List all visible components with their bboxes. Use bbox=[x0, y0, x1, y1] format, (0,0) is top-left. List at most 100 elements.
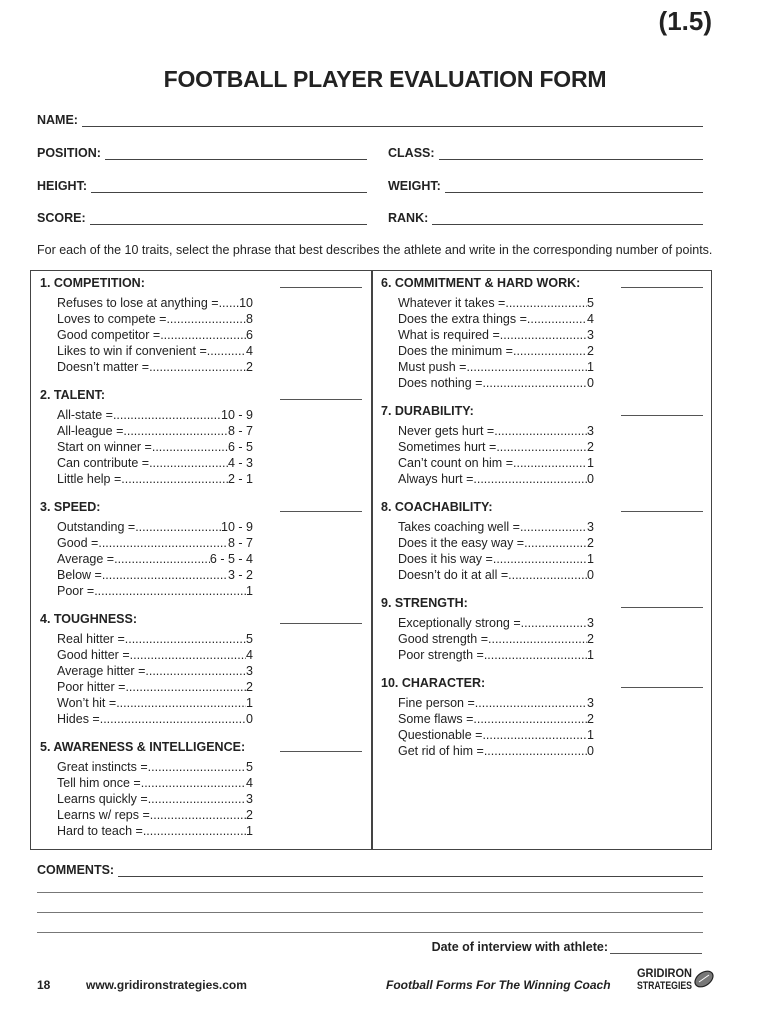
dot-leader bbox=[482, 375, 587, 391]
option-label: Doesn’t matter = bbox=[57, 360, 150, 374]
option-points: 10 - 9 bbox=[221, 520, 253, 534]
score-field[interactable]: SCORE: bbox=[37, 209, 367, 225]
trait-score-line[interactable] bbox=[621, 287, 703, 288]
interview-date-field[interactable]: Date of interview with athlete: bbox=[432, 940, 702, 954]
option-points: 3 bbox=[587, 696, 594, 710]
trait-score-line[interactable] bbox=[621, 687, 703, 688]
option-label: Great instincts = bbox=[57, 760, 148, 774]
trait-heading: 9. STRENGTH: bbox=[373, 595, 713, 611]
height-line[interactable] bbox=[91, 181, 367, 193]
option-points: 4 bbox=[246, 648, 253, 662]
rank-field[interactable]: RANK: bbox=[388, 209, 703, 225]
column-divider bbox=[371, 270, 373, 850]
option-points: 1 bbox=[246, 696, 253, 710]
trait-section: 6. COMMITMENT & HARD WORK: Whatever it ta… bbox=[373, 275, 713, 391]
trait-score-line[interactable] bbox=[621, 607, 703, 608]
position-line[interactable] bbox=[104, 148, 367, 160]
trait-score-line[interactable] bbox=[621, 511, 703, 512]
trait-heading: 7. DURABILITY: bbox=[373, 403, 713, 419]
option-label: Good competitor = bbox=[57, 328, 161, 342]
dot-leader bbox=[114, 551, 210, 567]
option-label: Likes to win if convenient = bbox=[57, 344, 207, 358]
trait-option: Get rid of him = 0 bbox=[398, 743, 594, 759]
option-points: 8 - 7 bbox=[227, 424, 253, 438]
option-points: 0 bbox=[587, 568, 594, 582]
height-field[interactable]: HEIGHT: bbox=[37, 177, 367, 193]
option-label: Learns w/ reps = bbox=[57, 808, 150, 822]
trait-option: Poor = 1 bbox=[57, 583, 253, 599]
dot-leader bbox=[141, 775, 246, 791]
weight-line[interactable] bbox=[444, 181, 703, 193]
option-points: 8 - 7 bbox=[227, 536, 253, 550]
position-field[interactable]: POSITION: bbox=[37, 144, 367, 160]
trait-option: Average = 6 - 5 - 4 bbox=[57, 551, 253, 567]
option-points: 4 bbox=[587, 312, 594, 326]
option-label: Average hitter = bbox=[57, 664, 146, 678]
option-label: Start on winner = bbox=[57, 440, 152, 454]
trait-score-line[interactable] bbox=[280, 751, 362, 752]
trait-heading: 2. TALENT: bbox=[32, 387, 372, 403]
comments-label: COMMENTS: bbox=[37, 863, 115, 877]
option-points: 3 - 2 bbox=[227, 568, 253, 582]
trait-section: 1. COMPETITION: Refuses to lose at anythi… bbox=[32, 275, 372, 375]
option-points: 1 bbox=[587, 456, 594, 470]
trait-heading-text: 7. DURABILITY: bbox=[381, 404, 474, 418]
dot-leader bbox=[484, 647, 587, 663]
dot-leader bbox=[100, 711, 246, 727]
option-points: 1 bbox=[246, 824, 253, 838]
dot-leader bbox=[143, 823, 246, 839]
trait-heading-text: 5. AWARENESS & INTELLIGENCE: bbox=[40, 740, 246, 754]
trait-heading-text: 6. COMMITMENT & HARD WORK: bbox=[381, 276, 581, 290]
trait-option: Learns w/ reps = 2 bbox=[57, 807, 253, 823]
option-label: Must push = bbox=[398, 360, 467, 374]
dot-leader bbox=[527, 311, 587, 327]
class-line[interactable] bbox=[438, 148, 703, 160]
score-line[interactable] bbox=[89, 213, 367, 225]
dot-leader bbox=[98, 535, 228, 551]
trait-option: Sometimes hurt = 2 bbox=[398, 439, 594, 455]
right-traits-column: 6. COMMITMENT & HARD WORK: Whatever it ta… bbox=[373, 275, 713, 759]
interview-date-line[interactable] bbox=[610, 942, 702, 954]
option-label: Get rid of him = bbox=[398, 744, 484, 758]
class-field[interactable]: CLASS: bbox=[388, 144, 703, 160]
trait-heading: 8. COACHABILITY: bbox=[373, 499, 713, 515]
dot-leader bbox=[125, 631, 246, 647]
trait-option: Does the extra things = 4 bbox=[398, 311, 594, 327]
comments-field[interactable]: COMMENTS: bbox=[37, 861, 703, 877]
dot-leader bbox=[94, 583, 246, 599]
option-points: 3 bbox=[587, 520, 594, 534]
trait-score-line[interactable] bbox=[280, 287, 362, 288]
comments-line[interactable] bbox=[37, 892, 703, 893]
option-points: 3 bbox=[246, 664, 253, 678]
gridiron-strategies-logo: GRIDIRON STRATEGIES bbox=[637, 966, 714, 992]
comments-line[interactable] bbox=[37, 932, 703, 933]
rank-line[interactable] bbox=[432, 213, 703, 225]
comments-line[interactable] bbox=[118, 865, 703, 877]
trait-score-line[interactable] bbox=[621, 415, 703, 416]
trait-score-line[interactable] bbox=[280, 399, 362, 400]
option-label: Sometimes hurt = bbox=[398, 440, 497, 454]
comments-line[interactable] bbox=[37, 912, 703, 913]
trait-score-line[interactable] bbox=[280, 623, 362, 624]
option-label: Always hurt = bbox=[398, 472, 474, 486]
name-field[interactable]: NAME: bbox=[37, 111, 703, 127]
option-label: Doesn’t do it at all = bbox=[398, 568, 509, 582]
trait-option: Can’t count on him = 1 bbox=[398, 455, 594, 471]
trait-option: Likes to win if convenient = 4 bbox=[57, 343, 253, 359]
page-label: (1.5) bbox=[658, 6, 712, 36]
option-label: Poor strength = bbox=[398, 648, 484, 662]
option-points: 2 bbox=[587, 632, 594, 646]
dot-leader bbox=[113, 407, 221, 423]
trait-heading: 6. COMMITMENT & HARD WORK: bbox=[373, 275, 713, 291]
trait-score-line[interactable] bbox=[280, 511, 362, 512]
option-label: Below = bbox=[57, 568, 102, 582]
weight-field[interactable]: WEIGHT: bbox=[388, 177, 703, 193]
name-line[interactable] bbox=[81, 115, 703, 127]
trait-option: All-state = 10 - 9 bbox=[57, 407, 253, 423]
trait-option: Loves to compete = 8 bbox=[57, 311, 253, 327]
option-label: Good strength = bbox=[398, 632, 488, 646]
trait-option: Always hurt = 0 bbox=[398, 471, 594, 487]
option-points: 4 bbox=[246, 344, 253, 358]
trait-option: Hard to teach = 1 bbox=[57, 823, 253, 839]
